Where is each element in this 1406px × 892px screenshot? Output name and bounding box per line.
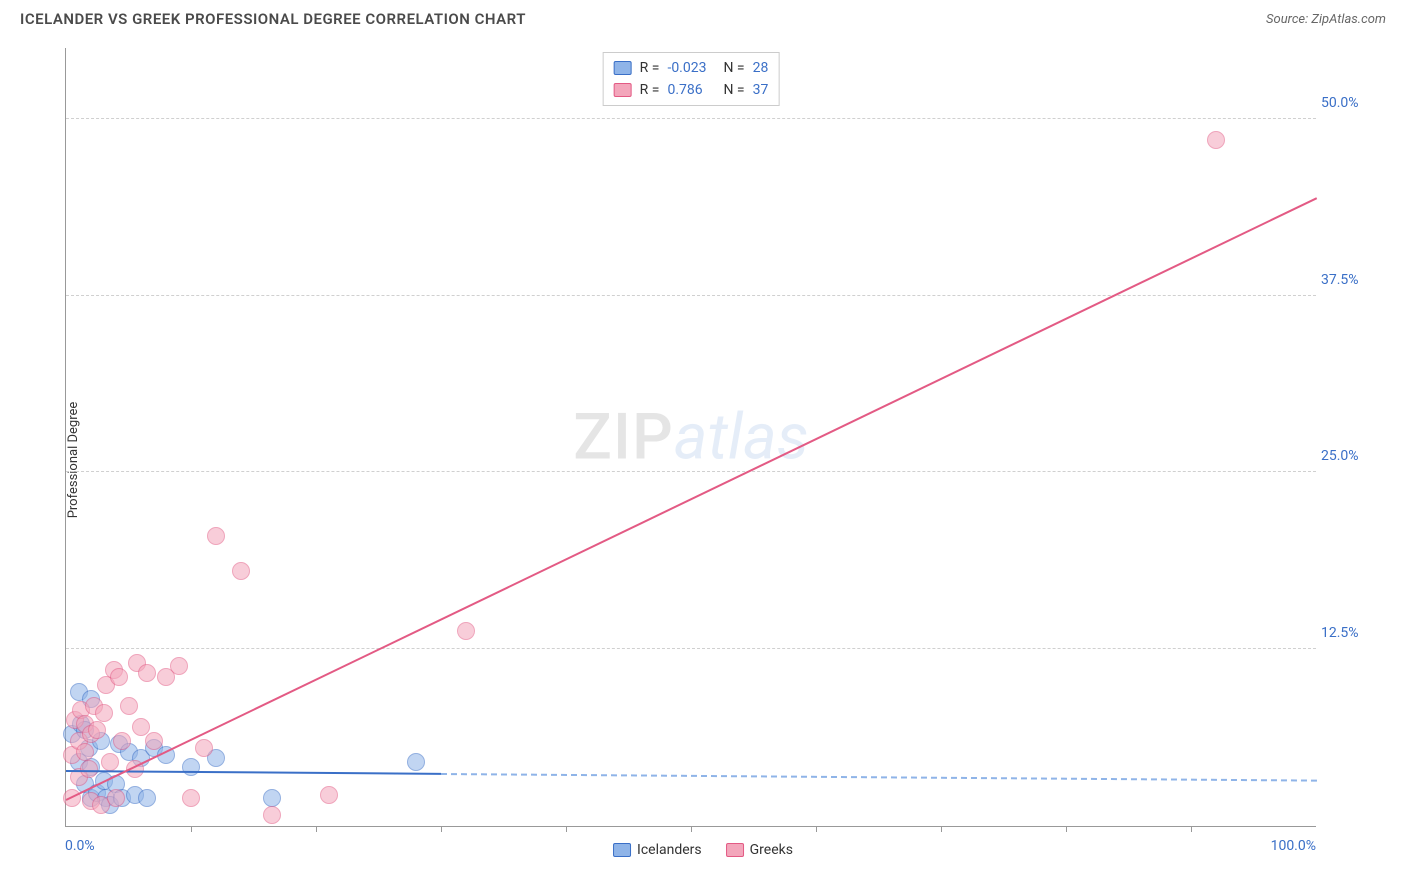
chart-title: ICELANDER VS GREEK PROFESSIONAL DEGREE C… [20,10,526,28]
legend-n-label: N = [723,57,744,79]
y-tick-label: 50.0% [1321,95,1381,111]
y-tick-label: 37.5% [1321,272,1381,288]
data-point [113,732,131,750]
data-point [88,721,106,739]
legend-swatch [613,843,631,857]
x-tick-mark [691,826,692,832]
series-legend: Icelanders Greeks [613,842,793,858]
data-point [407,753,425,771]
legend-row: R = -0.023 N = 28 [614,57,769,79]
gridline [66,471,1316,472]
data-point [263,789,281,807]
data-point [145,732,163,750]
legend-item: Greeks [726,842,793,858]
plot-area: ZIPatlas R =-0.023N =28R =0.786N =37 12.… [65,48,1316,827]
correlation-legend: R = -0.023 N = 28 R = 0.786 N = 37 [603,52,780,106]
legend-r-label: R = [640,79,660,101]
data-point [170,657,188,675]
x-tick-mark [1191,826,1192,832]
data-point [138,664,156,682]
legend-row: R = 0.786 N = 37 [614,79,769,101]
legend-series-name: Icelanders [637,842,702,858]
legend-n-value: 28 [753,57,769,79]
gridline [66,295,1316,296]
x-tick-mark [441,826,442,832]
trend-line-extrapolated [441,773,1317,782]
x-tick-mark [191,826,192,832]
trend-line [66,197,1318,801]
legend-series-name: Greeks [750,842,793,858]
legend-r-value: -0.023 [667,57,715,79]
legend-n-value: 37 [753,79,769,101]
data-point [320,786,338,804]
data-point [107,789,125,807]
chart-container: Professional Degree ZIPatlas R =-0.023N … [20,48,1386,872]
data-point [120,697,138,715]
legend-r-label: R = [640,57,660,79]
x-tick-mark [566,826,567,832]
source-attribution: Source: ZipAtlas.com [1266,12,1386,27]
data-point [101,753,119,771]
data-point [76,743,94,761]
watermark-text-b: atlas [674,400,809,475]
data-point [110,668,128,686]
legend-r-value: 0.786 [667,79,715,101]
data-point [195,739,213,757]
data-point [1207,131,1225,149]
legend-swatch [726,843,744,857]
y-tick-label: 12.5% [1321,625,1381,641]
x-tick-mark [816,826,817,832]
x-axis-min: 0.0% [65,838,95,854]
watermark-text-a: ZIP [573,400,674,475]
watermark: ZIPatlas [573,400,809,475]
data-point [95,704,113,722]
data-point [232,562,250,580]
y-tick-label: 25.0% [1321,448,1381,464]
x-axis-max: 100.0% [1271,838,1316,854]
data-point [457,622,475,640]
gridline [66,118,1316,119]
legend-n-label: N = [723,79,744,101]
legend-swatch [614,83,632,97]
data-point [263,806,281,824]
data-point [207,527,225,545]
x-tick-mark [941,826,942,832]
legend-swatch [614,61,632,75]
gridline [66,648,1316,649]
x-tick-mark [1066,826,1067,832]
data-point [182,789,200,807]
legend-item: Icelanders [613,842,702,858]
x-tick-mark [316,826,317,832]
data-point [138,789,156,807]
